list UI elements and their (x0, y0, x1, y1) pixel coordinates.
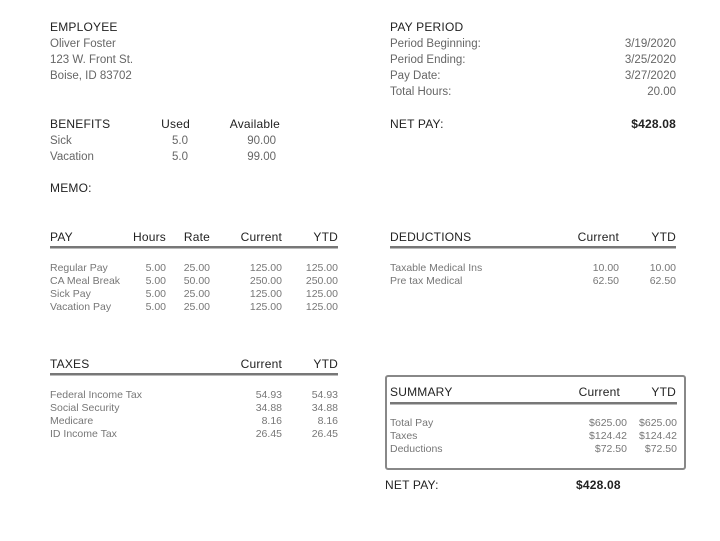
benefit-used: 5.0 (172, 151, 188, 163)
summary-header-ytd: YTD (651, 385, 676, 399)
deductions-row-label: Pre tax Medical (390, 275, 463, 287)
summary-row-value: $72.50 (594, 443, 627, 455)
taxes-header-current: Current (240, 357, 282, 371)
taxes-row-value: 34.88 (255, 402, 282, 414)
taxes-row-value: 54.93 (311, 389, 338, 401)
summary-heading: SUMMARY (390, 385, 453, 399)
pay-header-current: Current (240, 230, 282, 244)
deductions-row-value: 62.50 (649, 275, 676, 287)
summary-row-label: Taxes (390, 430, 418, 442)
pay-row-value: 125.00 (249, 262, 282, 274)
pay-row-value: 125.00 (305, 301, 338, 313)
pay-row-value: 250.00 (249, 275, 282, 287)
taxes-row-value: 8.16 (317, 415, 338, 427)
pay-row-value: 5.00 (145, 262, 166, 274)
taxes-row-label: Social Security (50, 402, 120, 414)
employee-address-line2: Boise, ID 83702 (50, 70, 132, 82)
summary-row-value: $124.42 (639, 430, 677, 442)
taxes-row-label: Federal Income Tax (50, 389, 143, 401)
taxes-divider (50, 373, 338, 376)
pay-period-label: Period Ending: (390, 54, 466, 66)
memo-label: MEMO: (50, 181, 92, 195)
pay-period-value: 3/27/2020 (624, 70, 676, 82)
taxes-row-label: Medicare (50, 415, 94, 427)
pay-period-label: Pay Date: (390, 70, 441, 82)
employee-address-line1: 123 W. Front St. (50, 54, 134, 66)
taxes-row-value: 54.93 (255, 389, 282, 401)
pay-period-value: 20.00 (647, 86, 676, 98)
net-pay-bottom-label: NET PAY: (385, 478, 439, 492)
net-pay-value: $428.08 (631, 117, 676, 131)
pay-period-value: 3/25/2020 (624, 54, 676, 66)
pay-row-value: 25.00 (183, 288, 210, 300)
deductions-row-value: 10.00 (649, 262, 676, 274)
pay-row-value: 25.00 (183, 262, 210, 274)
net-pay-bottom-value: $428.08 (576, 478, 621, 492)
taxes-heading: TAXES (50, 357, 90, 371)
benefit-available: 99.00 (247, 151, 276, 163)
summary-row-label: Deductions (390, 443, 443, 455)
taxes-row-value: 8.16 (261, 415, 282, 427)
pay-row-value: 50.00 (183, 275, 210, 287)
pay-row-value: 25.00 (183, 301, 210, 313)
summary-row-label: Total Pay (390, 417, 434, 429)
taxes-row-label: ID Income Tax (50, 428, 117, 440)
pay-header-hours: Hours (132, 230, 166, 244)
employee-heading: EMPLOYEE (50, 20, 118, 34)
benefit-available: 90.00 (247, 135, 276, 147)
pay-row-value: 125.00 (249, 301, 282, 313)
pay-header-ytd: YTD (313, 230, 338, 244)
summary-row-value: $625.00 (639, 417, 677, 429)
deductions-row-value: 10.00 (592, 262, 619, 274)
pay-row-label: CA Meal Break (50, 275, 121, 287)
pay-row-value: 5.00 (145, 288, 166, 300)
summary-row-value: $124.42 (589, 430, 627, 442)
taxes-row-value: 26.45 (255, 428, 282, 440)
pay-divider (50, 246, 338, 249)
pay-row-label: Sick Pay (50, 288, 91, 300)
taxes-header-ytd: YTD (313, 357, 338, 371)
pay-period-value: 3/19/2020 (624, 38, 676, 50)
pay-row-value: 5.00 (145, 275, 166, 287)
pay-row-value: 5.00 (145, 301, 166, 313)
summary-header-current: Current (578, 385, 620, 399)
deductions-heading: DEDUCTIONS (390, 230, 472, 244)
pay-row-label: Regular Pay (50, 262, 108, 274)
employee-name: Oliver Foster (50, 38, 116, 50)
pay-row-label: Vacation Pay (50, 301, 112, 313)
summary-divider (390, 402, 677, 405)
benefit-name: Vacation (50, 151, 94, 163)
summary-row-value: $625.00 (589, 417, 627, 429)
benefits-heading: BENEFITS (50, 117, 111, 131)
deductions-divider (390, 246, 676, 249)
benefit-used: 5.0 (172, 135, 188, 147)
pay-row-value: 250.00 (305, 275, 338, 287)
pay-period-heading: PAY PERIOD (390, 20, 464, 34)
benefit-name: Sick (50, 135, 72, 147)
deductions-row-value: 62.50 (592, 275, 619, 287)
net-pay-label: NET PAY: (390, 117, 444, 131)
benefits-available-header: Available (229, 117, 280, 131)
pay-heading: PAY (50, 230, 73, 244)
taxes-row-value: 34.88 (311, 402, 338, 414)
summary-row-value: $72.50 (644, 443, 677, 455)
pay-period-label: Period Beginning: (390, 38, 481, 50)
benefits-used-header: Used (161, 117, 190, 131)
pay-row-value: 125.00 (305, 288, 338, 300)
deductions-header-ytd: YTD (651, 230, 676, 244)
pay-row-value: 125.00 (249, 288, 282, 300)
pay-row-value: 125.00 (305, 262, 338, 274)
pay-period-label: Total Hours: (390, 86, 452, 98)
deductions-row-label: Taxable Medical Ins (390, 262, 483, 274)
deductions-header-current: Current (577, 230, 619, 244)
summary-box (385, 375, 686, 470)
taxes-row-value: 26.45 (311, 428, 338, 440)
pay-header-rate: Rate (183, 230, 210, 244)
